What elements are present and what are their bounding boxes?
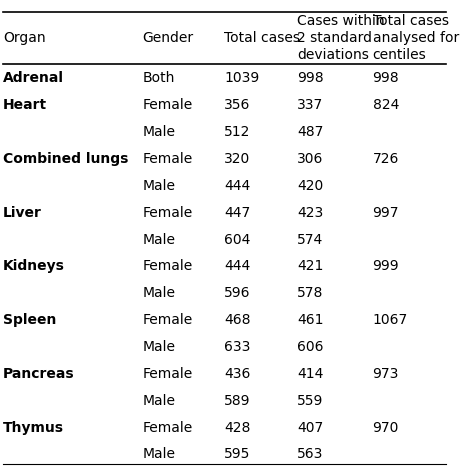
Text: 997: 997 bbox=[373, 206, 399, 220]
Text: Female: Female bbox=[142, 206, 192, 220]
Text: Cases within
2 standard
deviations: Cases within 2 standard deviations bbox=[297, 14, 385, 62]
Text: 306: 306 bbox=[297, 152, 324, 166]
Text: Female: Female bbox=[142, 367, 192, 381]
Text: 414: 414 bbox=[297, 367, 324, 381]
Text: 574: 574 bbox=[297, 233, 323, 246]
Text: Female: Female bbox=[142, 313, 192, 327]
Text: 356: 356 bbox=[224, 98, 251, 112]
Text: 444: 444 bbox=[224, 259, 250, 273]
Text: Pancreas: Pancreas bbox=[3, 367, 74, 381]
Text: Kidneys: Kidneys bbox=[3, 259, 64, 273]
Text: 596: 596 bbox=[224, 286, 251, 301]
Text: Total cases
analysed for
centiles: Total cases analysed for centiles bbox=[373, 14, 459, 62]
Text: 1039: 1039 bbox=[224, 72, 259, 85]
Text: 604: 604 bbox=[224, 233, 251, 246]
Text: Both: Both bbox=[142, 72, 174, 85]
Text: 320: 320 bbox=[224, 152, 250, 166]
Text: 999: 999 bbox=[373, 259, 399, 273]
Text: 595: 595 bbox=[224, 447, 251, 462]
Text: 589: 589 bbox=[224, 394, 251, 408]
Text: Thymus: Thymus bbox=[3, 420, 64, 435]
Text: 447: 447 bbox=[224, 206, 250, 220]
Text: 468: 468 bbox=[224, 313, 251, 327]
Text: Male: Male bbox=[142, 179, 175, 193]
Text: Adrenal: Adrenal bbox=[3, 72, 64, 85]
Text: 973: 973 bbox=[373, 367, 399, 381]
Text: Organ: Organ bbox=[3, 31, 46, 45]
Text: 461: 461 bbox=[297, 313, 324, 327]
Text: 421: 421 bbox=[297, 259, 324, 273]
Text: Female: Female bbox=[142, 420, 192, 435]
Text: Total cases: Total cases bbox=[224, 31, 300, 45]
Text: 444: 444 bbox=[224, 179, 250, 193]
Text: 824: 824 bbox=[373, 98, 399, 112]
Text: Spleen: Spleen bbox=[3, 313, 56, 327]
Text: Male: Male bbox=[142, 125, 175, 139]
Text: Male: Male bbox=[142, 233, 175, 246]
Text: Liver: Liver bbox=[3, 206, 42, 220]
Text: 420: 420 bbox=[297, 179, 323, 193]
Text: 423: 423 bbox=[297, 206, 323, 220]
Text: 998: 998 bbox=[373, 72, 399, 85]
Text: Male: Male bbox=[142, 394, 175, 408]
Text: 578: 578 bbox=[297, 286, 324, 301]
Text: 512: 512 bbox=[224, 125, 251, 139]
Text: Female: Female bbox=[142, 259, 192, 273]
Text: Female: Female bbox=[142, 98, 192, 112]
Text: 407: 407 bbox=[297, 420, 323, 435]
Text: 337: 337 bbox=[297, 98, 323, 112]
Text: Male: Male bbox=[142, 447, 175, 462]
Text: Heart: Heart bbox=[3, 98, 47, 112]
Text: 1067: 1067 bbox=[373, 313, 408, 327]
Text: 487: 487 bbox=[297, 125, 324, 139]
Text: Male: Male bbox=[142, 286, 175, 301]
Text: 606: 606 bbox=[297, 340, 324, 354]
Text: 436: 436 bbox=[224, 367, 251, 381]
Text: 633: 633 bbox=[224, 340, 251, 354]
Text: 998: 998 bbox=[297, 72, 324, 85]
Text: Female: Female bbox=[142, 152, 192, 166]
Text: Gender: Gender bbox=[142, 31, 193, 45]
Text: 559: 559 bbox=[297, 394, 324, 408]
Text: Combined lungs: Combined lungs bbox=[3, 152, 128, 166]
Text: 726: 726 bbox=[373, 152, 399, 166]
Text: 428: 428 bbox=[224, 420, 251, 435]
Text: 563: 563 bbox=[297, 447, 324, 462]
Text: Male: Male bbox=[142, 340, 175, 354]
Text: 970: 970 bbox=[373, 420, 399, 435]
